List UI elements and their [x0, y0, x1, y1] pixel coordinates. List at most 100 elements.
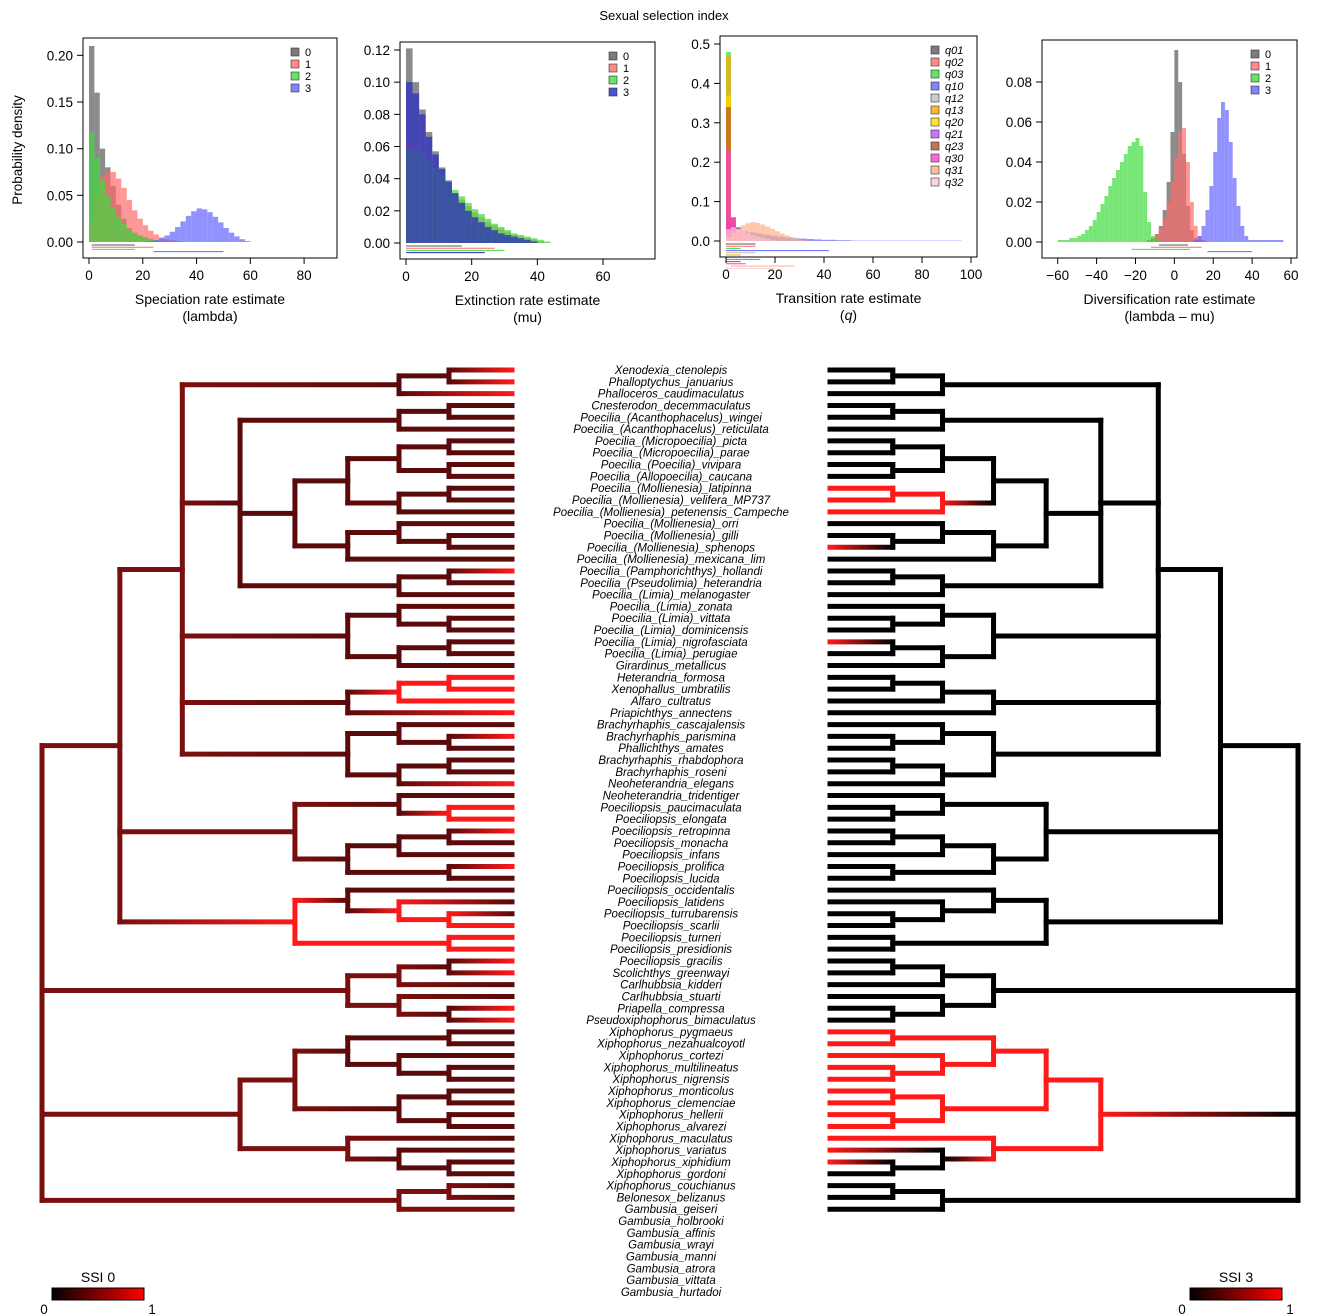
- series-3: [406, 82, 538, 254]
- histogram-panel-3: 0.0 0.1 0.2 0.3 0.4 0.5 0 20 40 60 80 100 Transition…: [691, 35, 982, 323]
- taxon-label: Poecilia_(Pamphorichthys)_hollandi: [580, 566, 763, 578]
- y-tick-label: 0.00: [47, 235, 73, 250]
- bar: [148, 239, 154, 242]
- taxon-label: Phalloptychus_januarius: [609, 377, 734, 389]
- x-axis-label-sub: (q): [840, 307, 857, 323]
- bar: [432, 154, 439, 243]
- bar: [799, 239, 805, 241]
- y-axis: 0.00 0.05 0.10 0.15 0.20: [47, 48, 84, 250]
- bar: [153, 240, 159, 242]
- x-tick-label: −20: [1124, 268, 1147, 283]
- bar: [789, 237, 795, 241]
- bar: [1244, 236, 1249, 242]
- legend-swatch: [930, 45, 940, 55]
- taxon-label: Priapichthys_annectens: [610, 708, 732, 720]
- bar: [1279, 240, 1284, 242]
- phylogeny-ssi3: [827, 367, 1301, 1212]
- bar: [1143, 192, 1148, 242]
- legend-label: 1: [1265, 61, 1271, 73]
- legend-swatch: [608, 51, 618, 61]
- taxon-label: Poeciliopsis_scarlii: [623, 921, 720, 933]
- x-tick-label: −40: [1085, 268, 1108, 283]
- taxon-label: Girardinus_metallicus: [616, 661, 727, 673]
- taxon-label: Poecilia_(Micropoecilia)_picta: [595, 436, 747, 448]
- y-tick-label: 0.05: [47, 188, 73, 203]
- legend-swatch: [930, 165, 940, 175]
- bar: [821, 239, 829, 241]
- x-axis-label: Speciation rate estimate: [135, 291, 285, 307]
- figure-title: Sexual selection index: [599, 8, 729, 23]
- legend-label: q32: [945, 177, 963, 189]
- legend-swatch: [930, 81, 940, 91]
- bar: [1154, 234, 1159, 242]
- y-tick-label: 0.08: [1006, 75, 1032, 90]
- x-axis: 0 20 40 60: [402, 258, 611, 284]
- bar: [1267, 240, 1272, 242]
- bar: [726, 150, 731, 241]
- y-tick-label: 0.08: [364, 107, 390, 122]
- legend-label: q30: [945, 153, 964, 165]
- bar: [1092, 220, 1097, 242]
- taxon-label: Brachyrhaphis_rhabdophora: [598, 755, 743, 767]
- x-tick-label: 60: [596, 269, 611, 284]
- legend-label: q03: [945, 69, 964, 81]
- y-tick-label: 0.3: [691, 116, 710, 131]
- taxon-label: Poeciliopsis_retropinna: [612, 826, 731, 838]
- bar: [530, 238, 538, 243]
- taxon-label: Xenodexia_ctenolepis: [614, 365, 728, 377]
- bar: [425, 136, 433, 243]
- bar: [1248, 240, 1253, 242]
- bar: [504, 234, 512, 243]
- bar: [110, 172, 116, 242]
- bar: [458, 202, 466, 243]
- bar: [1256, 240, 1260, 242]
- y-tick-label: 0.00: [364, 236, 390, 251]
- bar: [412, 93, 420, 243]
- legend-label: 3: [623, 87, 629, 99]
- bar: [755, 236, 761, 241]
- x-axis-label: Diversification rate estimate: [1084, 291, 1256, 307]
- bar: [1119, 162, 1124, 242]
- taxon-label: Poeciliopsis_prolifica: [618, 861, 725, 873]
- bar: [836, 240, 844, 241]
- bar: [524, 239, 531, 243]
- bar: [148, 230, 154, 242]
- bar: [779, 233, 785, 241]
- x-tick-label: 40: [1245, 268, 1260, 283]
- taxon-label: Cnesterodon_decemmaculatus: [591, 400, 750, 412]
- bar: [1224, 110, 1229, 242]
- bar: [1197, 236, 1202, 242]
- bar: [1228, 142, 1233, 242]
- bar: [1158, 228, 1163, 242]
- x-axis: −60 −40 −20 0 20 40 60: [1046, 257, 1299, 283]
- taxon-label: Poecilia_(Limia)_zonata: [610, 601, 733, 613]
- bar: [806, 239, 815, 241]
- taxon-label: Poecilia_(Acanthophacelus)_wingei: [580, 412, 762, 424]
- legend-swatch: [930, 177, 940, 187]
- histogram-panel-2: 0.000.020.040.060.080.100.120 20 40 60Extin…: [364, 41, 656, 325]
- bar: [478, 222, 485, 243]
- bar: [726, 229, 731, 241]
- taxon-label: Poecilia_(Limia)_nigrofasciata: [594, 637, 747, 649]
- bar: [750, 235, 756, 241]
- taxon-label: Neoheterandria_tridentiger: [603, 791, 741, 803]
- bar: [201, 209, 208, 242]
- taxon-label: Xiphophorus_couchianus: [605, 1181, 735, 1193]
- bar: [760, 224, 766, 241]
- bar: [191, 211, 197, 242]
- legend-label: 2: [305, 71, 311, 83]
- bar: [1252, 240, 1257, 242]
- taxon-label: Poecilia_(Limia)_dominicensis: [594, 625, 749, 637]
- legend-label: 0: [1265, 49, 1271, 61]
- y-axis: 0.00 0.02 0.04 0.06 0.08: [1006, 75, 1043, 250]
- bar: [126, 200, 133, 242]
- y-tick-label: 0.00: [1006, 235, 1032, 250]
- bar: [814, 239, 822, 241]
- y-tick-label: 0.1: [691, 195, 710, 210]
- bar: [1178, 132, 1183, 242]
- y-axis-label: Probability density: [10, 95, 25, 205]
- taxon-label: Xiphophorus_cortezi: [618, 1051, 724, 1063]
- bar: [511, 236, 518, 243]
